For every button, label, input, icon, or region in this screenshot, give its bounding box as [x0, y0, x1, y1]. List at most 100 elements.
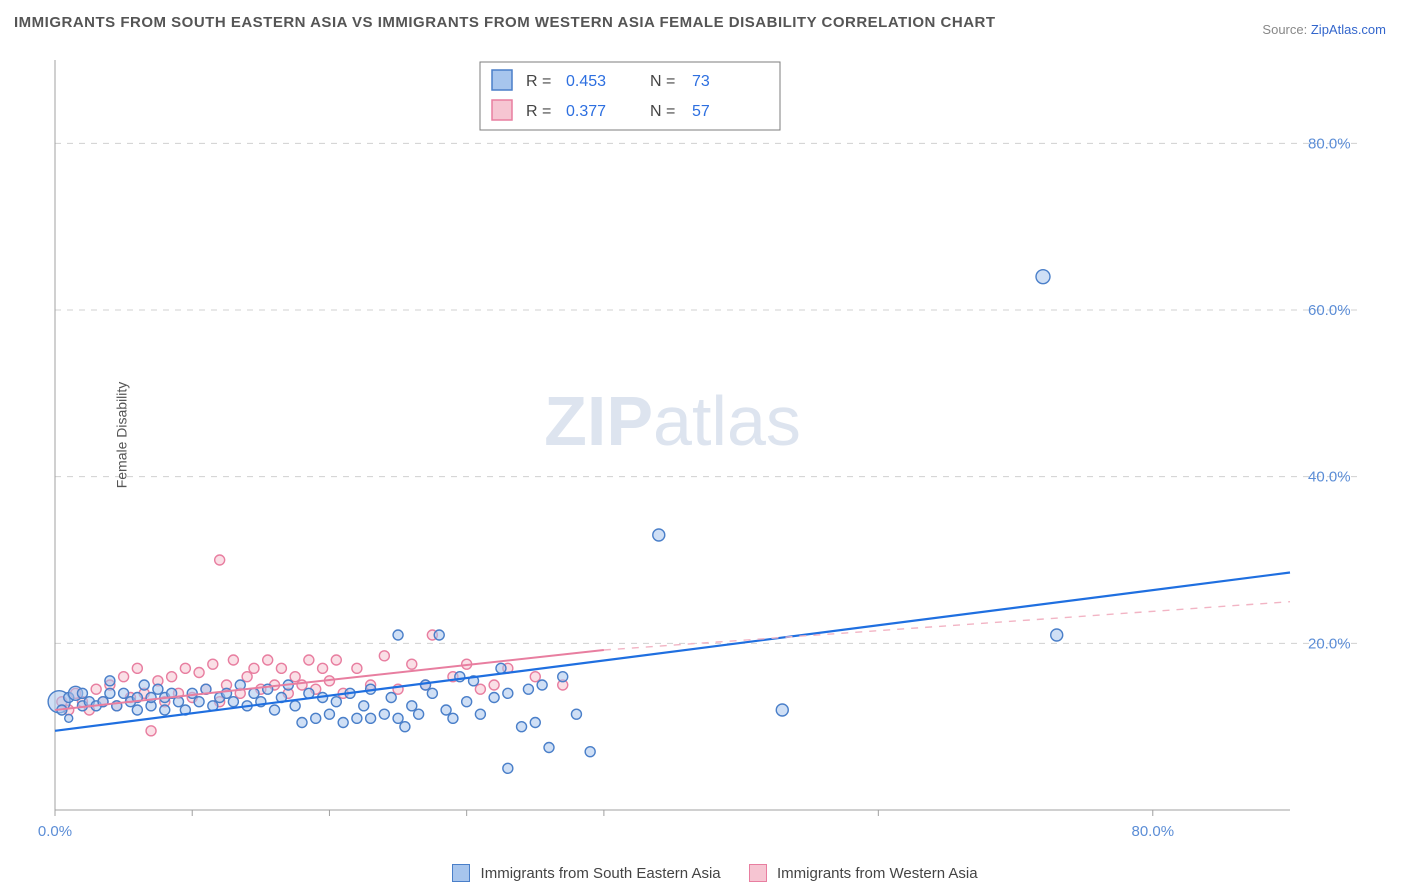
scatter-plot: 20.0%40.0%60.0%80.0%0.0%80.0%ZIPatlasR =…: [50, 50, 1360, 820]
scatter-point-pink: [228, 655, 238, 665]
y-tick-label: 80.0%: [1308, 135, 1351, 152]
scatter-point-blue: [187, 688, 197, 698]
scatter-point-blue: [105, 676, 115, 686]
source-link[interactable]: ZipAtlas.com: [1311, 22, 1386, 37]
scatter-point-pink: [180, 663, 190, 673]
source-label: Source:: [1262, 22, 1307, 37]
scatter-point-pink: [167, 672, 177, 682]
legend-swatch-blue: [452, 864, 470, 882]
scatter-point-blue: [331, 697, 341, 707]
scatter-point-pink: [194, 668, 204, 678]
legend-swatch-pink-icon: [492, 100, 512, 120]
legend-label-pink: Immigrants from Western Asia: [777, 865, 978, 882]
trend-line-pink-dashed: [604, 602, 1290, 650]
scatter-point-blue: [503, 763, 513, 773]
scatter-point-blue: [160, 705, 170, 715]
legend-r-value: 0.453: [566, 73, 606, 90]
trend-line-blue: [55, 573, 1290, 731]
scatter-point-pink: [290, 672, 300, 682]
scatter-point-blue: [228, 697, 238, 707]
scatter-point-pink: [331, 655, 341, 665]
scatter-point-blue: [517, 722, 527, 732]
scatter-point-blue: [174, 697, 184, 707]
scatter-point-blue: [414, 709, 424, 719]
scatter-point-blue: [311, 713, 321, 723]
scatter-point-blue: [338, 718, 348, 728]
scatter-point-blue: [544, 743, 554, 753]
scatter-point-blue: [475, 709, 485, 719]
legend-swatch-pink: [749, 864, 767, 882]
legend-r-value: 0.377: [566, 103, 606, 120]
scatter-point-pink: [352, 663, 362, 673]
scatter-point-blue: [393, 630, 403, 640]
x-tick-label: 80.0%: [1132, 823, 1175, 840]
scatter-point-pink: [530, 672, 540, 682]
scatter-point-blue: [290, 701, 300, 711]
y-tick-label: 60.0%: [1308, 302, 1351, 319]
scatter-point-blue: [558, 672, 568, 682]
scatter-point-pink: [318, 663, 328, 673]
scatter-point-blue: [393, 713, 403, 723]
scatter-point-blue: [400, 722, 410, 732]
legend-n-label: N =: [650, 73, 675, 90]
legend-n-value: 73: [692, 73, 710, 90]
scatter-point-blue: [448, 713, 458, 723]
legend-r-label: R =: [526, 73, 551, 90]
scatter-point-pink: [276, 663, 286, 673]
scatter-point-blue: [585, 747, 595, 757]
scatter-point-blue: [653, 529, 665, 541]
y-tick-label: 20.0%: [1308, 635, 1351, 652]
source-attribution: Source: ZipAtlas.com: [1262, 22, 1386, 37]
scatter-point-pink: [304, 655, 314, 665]
scatter-point-pink: [119, 672, 129, 682]
scatter-point-pink: [91, 684, 101, 694]
scatter-point-blue: [530, 718, 540, 728]
scatter-point-blue: [523, 684, 533, 694]
scatter-point-pink: [379, 651, 389, 661]
scatter-point-blue: [153, 684, 163, 694]
y-axis-label: Female Disability: [113, 382, 129, 489]
scatter-point-blue: [139, 680, 149, 690]
scatter-point-blue: [222, 688, 232, 698]
scatter-point-blue: [489, 693, 499, 703]
legend-box: [480, 62, 780, 130]
scatter-point-blue: [105, 688, 115, 698]
scatter-point-blue: [65, 714, 73, 722]
scatter-point-blue: [421, 680, 431, 690]
legend-swatch-blue-icon: [492, 70, 512, 90]
chart-area: Female Disability 20.0% 40.0% 60.0% 80.0% 0.…: [50, 50, 1360, 820]
scatter-point-blue: [324, 709, 334, 719]
scatter-point-blue: [441, 705, 451, 715]
scatter-point-pink: [242, 672, 252, 682]
scatter-point-pink: [475, 684, 485, 694]
scatter-point-pink: [263, 655, 273, 665]
bottom-legend: Immigrants from South Eastern Asia Immig…: [0, 864, 1406, 882]
scatter-point-pink: [489, 680, 499, 690]
scatter-point-blue: [270, 705, 280, 715]
scatter-point-blue: [434, 630, 444, 640]
legend-n-value: 57: [692, 103, 710, 120]
scatter-point-blue: [77, 688, 87, 698]
scatter-point-blue: [407, 701, 417, 711]
scatter-point-blue: [571, 709, 581, 719]
scatter-point-pink: [208, 659, 218, 669]
scatter-point-blue: [146, 693, 156, 703]
scatter-point-pink: [215, 555, 225, 565]
scatter-point-blue: [297, 718, 307, 728]
scatter-point-blue: [537, 680, 547, 690]
scatter-point-blue: [132, 705, 142, 715]
scatter-point-pink: [132, 663, 142, 673]
scatter-point-blue: [352, 713, 362, 723]
trend-line-pink: [55, 650, 604, 710]
scatter-point-blue: [776, 704, 788, 716]
scatter-point-blue: [359, 701, 369, 711]
scatter-point-blue: [194, 697, 204, 707]
scatter-point-blue: [427, 688, 437, 698]
scatter-point-blue: [1051, 629, 1063, 641]
scatter-point-pink: [407, 659, 417, 669]
y-tick-label: 40.0%: [1308, 469, 1351, 486]
scatter-point-blue: [462, 697, 472, 707]
x-tick-label: 0.0%: [38, 823, 72, 840]
scatter-point-pink: [297, 680, 307, 690]
legend-n-label: N =: [650, 103, 675, 120]
